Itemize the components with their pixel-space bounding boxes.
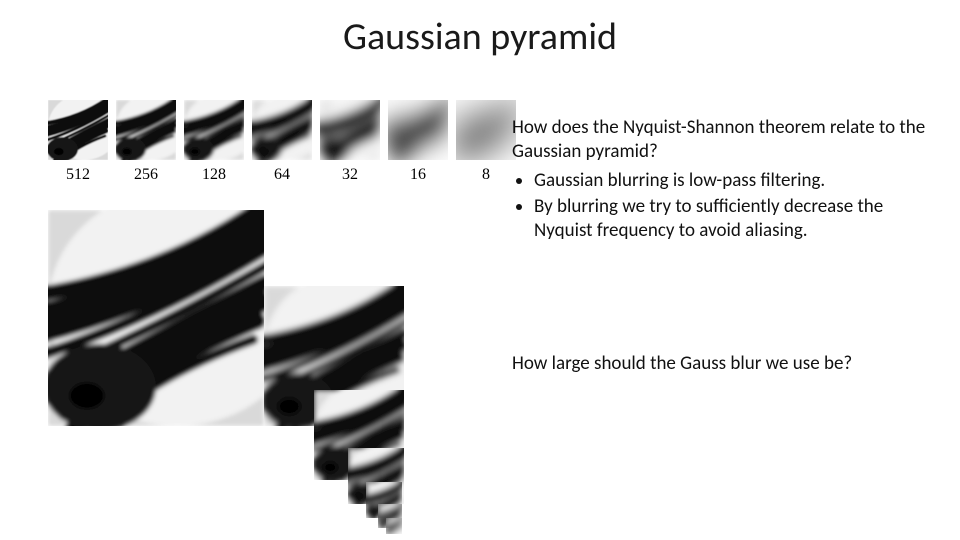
question-1-bullets: Gaussian blurring is low-pass filtering.… [512,169,932,244]
pyramid-thumbnail: 32 [320,100,380,160]
slide-title: Gaussian pyramid [0,14,960,60]
slide: Gaussian pyramid 512 [0,0,960,540]
pyramid-thumbnail-label: 128 [202,166,226,184]
pyramid-thumbnail: 64 [252,100,312,160]
pyramid-thumbnail-label: 16 [410,166,426,184]
cascade-step [48,210,264,426]
pyramid-thumbnail: 512 [48,100,108,160]
pyramid-thumbnail-label: 8 [482,166,490,184]
pyramid-thumbnail-row: 512 256 128 [48,100,516,160]
pyramid-thumbnail: 16 [388,100,448,160]
cascade-step [386,518,402,534]
question-2-lead: How large should the Gauss blur we use b… [512,352,932,376]
pyramid-thumbnail-label: 256 [134,166,158,184]
bullet-item: By blurring we try to sufficiently decre… [534,195,932,244]
pyramid-thumbnail: 8 [456,100,516,160]
pyramid-thumbnail: 256 [116,100,176,160]
question-1-lead: How does the Nyquist-Shannon theorem rel… [512,116,932,165]
question-block-1: How does the Nyquist-Shannon theorem rel… [512,116,932,246]
pyramid-thumbnail-label: 32 [342,166,358,184]
pyramid-thumbnail: 128 [184,100,244,160]
pyramid-thumbnail-label: 64 [274,166,290,184]
pyramid-thumbnail-label: 512 [66,166,90,184]
bullet-item: Gaussian blurring is low-pass filtering. [534,169,932,193]
question-block-2: How large should the Gauss blur we use b… [512,352,932,376]
